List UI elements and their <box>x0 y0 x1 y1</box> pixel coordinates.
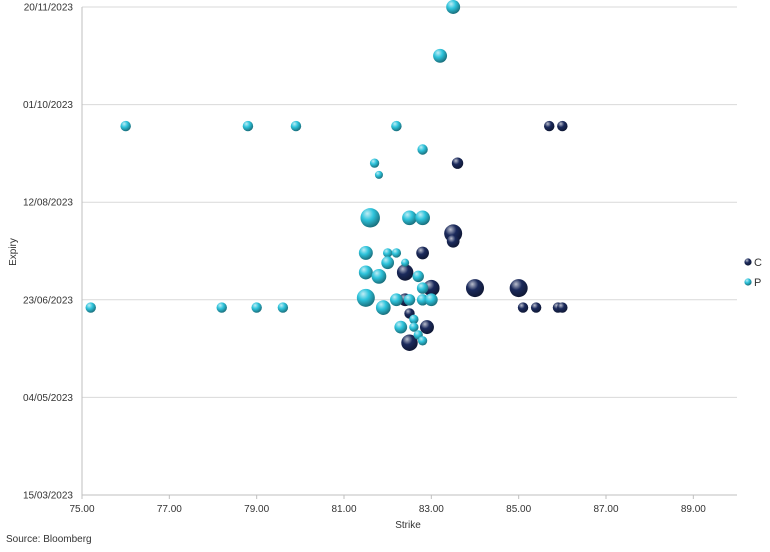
bubble-p <box>251 302 262 313</box>
bubble-p <box>446 0 461 14</box>
y-tick-labels: 15/03/2023 04/05/2023 23/06/2023 12/08/2023… <box>23 3 73 502</box>
bubble-p <box>424 293 438 307</box>
source-note: Source: Bloomberg <box>6 534 92 545</box>
bubble-p <box>356 288 375 307</box>
x-tick-label: 89.00 <box>681 504 706 515</box>
bubble-p <box>409 314 419 324</box>
y-axis-title: Expiry <box>8 238 19 266</box>
x-tick-label: 77.00 <box>157 504 182 515</box>
bubble-p <box>242 120 254 132</box>
bubble-c <box>530 302 542 313</box>
bubble-p <box>85 302 96 313</box>
bubble-p <box>371 269 387 284</box>
bubble-p <box>416 294 429 306</box>
bubble-c <box>446 234 460 248</box>
x-tick-label: 87.00 <box>593 504 618 515</box>
y-tick-label: 01/10/2023 <box>23 100 73 111</box>
bubble-p <box>417 336 428 346</box>
bubble-p <box>417 144 428 155</box>
bubble-p <box>375 300 391 315</box>
legend-marker-p <box>744 278 752 286</box>
bubble-p <box>403 294 416 306</box>
bubble-p <box>277 302 289 313</box>
bubble-c <box>465 279 485 298</box>
bubble-c <box>419 320 434 335</box>
bubble-p <box>433 48 448 63</box>
y-tick-label: 12/08/2023 <box>23 198 73 209</box>
bubble-p <box>394 320 408 334</box>
bubble-c <box>396 264 414 281</box>
bubble-p <box>358 265 373 280</box>
x-tick-label: 75.00 <box>69 504 94 515</box>
bubble-p <box>369 158 380 168</box>
bubble-c <box>401 334 418 351</box>
bubble-p <box>120 120 131 132</box>
x-tick-label: 83.00 <box>419 504 444 515</box>
bubble-p <box>412 270 424 283</box>
bubble-p <box>374 170 383 179</box>
bubble-p <box>360 208 380 228</box>
bubble-p <box>409 322 419 332</box>
bubble-p <box>401 258 410 267</box>
x-tick-labels: 75.00 77.00 79.00 81.00 83.00 85.00 87.00 89.00 <box>69 495 706 515</box>
bubble-c <box>416 246 429 260</box>
bubble-c <box>423 279 440 297</box>
bubble-c <box>517 302 529 313</box>
bubble-p <box>383 248 393 258</box>
bubble-p <box>390 293 403 307</box>
bubble-p <box>391 248 402 258</box>
bubble-p <box>402 210 417 226</box>
bubble-p <box>381 256 395 270</box>
gridlines <box>82 6 737 398</box>
bubble-marks <box>85 0 568 351</box>
bubble-p <box>416 282 429 294</box>
bubble-c <box>451 157 464 169</box>
bubble-p <box>391 120 402 132</box>
legend-label-c: C <box>754 257 762 269</box>
bubble-p <box>415 210 430 226</box>
x-tick-label: 85.00 <box>506 504 531 515</box>
bubble-p <box>216 302 227 313</box>
y-tick-label: 20/11/2023 <box>24 3 74 14</box>
bubble-c <box>557 302 568 313</box>
y-tick-label: 23/06/2023 <box>23 295 73 306</box>
bubble-c <box>544 120 555 132</box>
legend: CP <box>744 257 762 289</box>
bubble-c <box>509 279 528 298</box>
y-tick-label: 15/03/2023 <box>23 491 73 502</box>
bubble-c <box>557 120 568 132</box>
y-tick-label: 04/05/2023 <box>23 393 73 404</box>
x-tick-label: 81.00 <box>331 504 356 515</box>
x-axis-title: Strike <box>395 520 421 531</box>
bubble-p <box>290 120 302 132</box>
axes <box>81 7 737 496</box>
legend-label-p: P <box>754 277 761 289</box>
bubble-p <box>358 245 373 260</box>
legend-marker-c <box>744 258 752 266</box>
x-tick-label: 79.00 <box>244 504 269 515</box>
